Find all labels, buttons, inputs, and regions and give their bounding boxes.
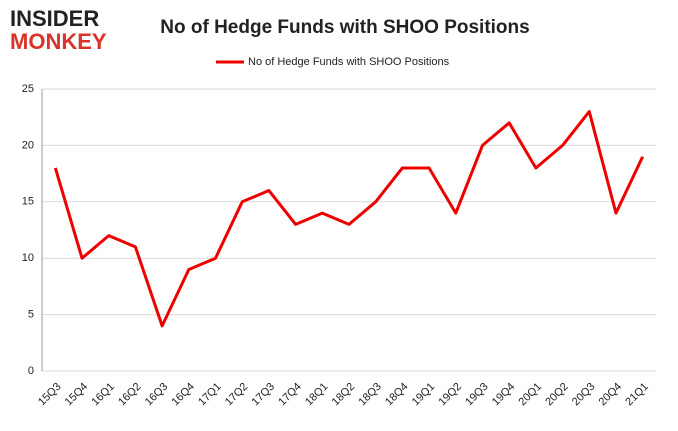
- logo-line2: MONKEY: [10, 29, 107, 54]
- y-tick-label: 5: [28, 309, 34, 321]
- x-tick-label: 21Q1: [623, 381, 651, 409]
- data-line: [53, 110, 645, 328]
- x-tick-label: 20Q4: [597, 381, 625, 409]
- x-tick-label: 19Q2: [436, 381, 464, 409]
- y-tick-label: 10: [22, 252, 34, 264]
- x-tick-label: 15Q3: [36, 381, 64, 409]
- x-tick-label: 16Q1: [89, 381, 117, 409]
- x-tick-label: 18Q3: [356, 381, 384, 409]
- x-tick-label: 15Q4: [63, 381, 91, 409]
- y-tick-label: 0: [28, 365, 34, 377]
- legend-label: No of Hedge Funds with SHOO Positions: [248, 56, 450, 68]
- y-tick-label: 20: [22, 139, 34, 151]
- x-tick-label: 17Q3: [250, 381, 278, 409]
- x-tick-label: 20Q2: [543, 381, 571, 409]
- y-tick-label: 15: [22, 196, 34, 208]
- x-tick-label: 20Q3: [570, 381, 598, 409]
- x-tick-label: 17Q2: [223, 381, 251, 409]
- x-tick-label: 19Q3: [463, 381, 491, 409]
- x-tick-label: 20Q1: [517, 381, 545, 409]
- x-tick-label: 17Q4: [276, 381, 304, 409]
- x-tick-label: 18Q2: [330, 381, 358, 409]
- x-tick-label: 19Q1: [410, 381, 438, 409]
- x-tick-label: 19Q4: [490, 381, 518, 409]
- x-tick-label: 18Q1: [303, 381, 331, 409]
- x-tick-label: 17Q1: [196, 381, 224, 409]
- y-tick-label: 25: [22, 83, 34, 95]
- x-tick-label: 16Q2: [116, 381, 144, 409]
- logo-line1: INSIDER: [10, 6, 99, 31]
- chart-title: No of Hedge Funds with SHOO Positions: [160, 17, 529, 38]
- x-tick-label: 18Q4: [383, 381, 411, 409]
- x-tick-label: 16Q4: [169, 381, 197, 409]
- x-tick-label: 16Q3: [143, 381, 171, 409]
